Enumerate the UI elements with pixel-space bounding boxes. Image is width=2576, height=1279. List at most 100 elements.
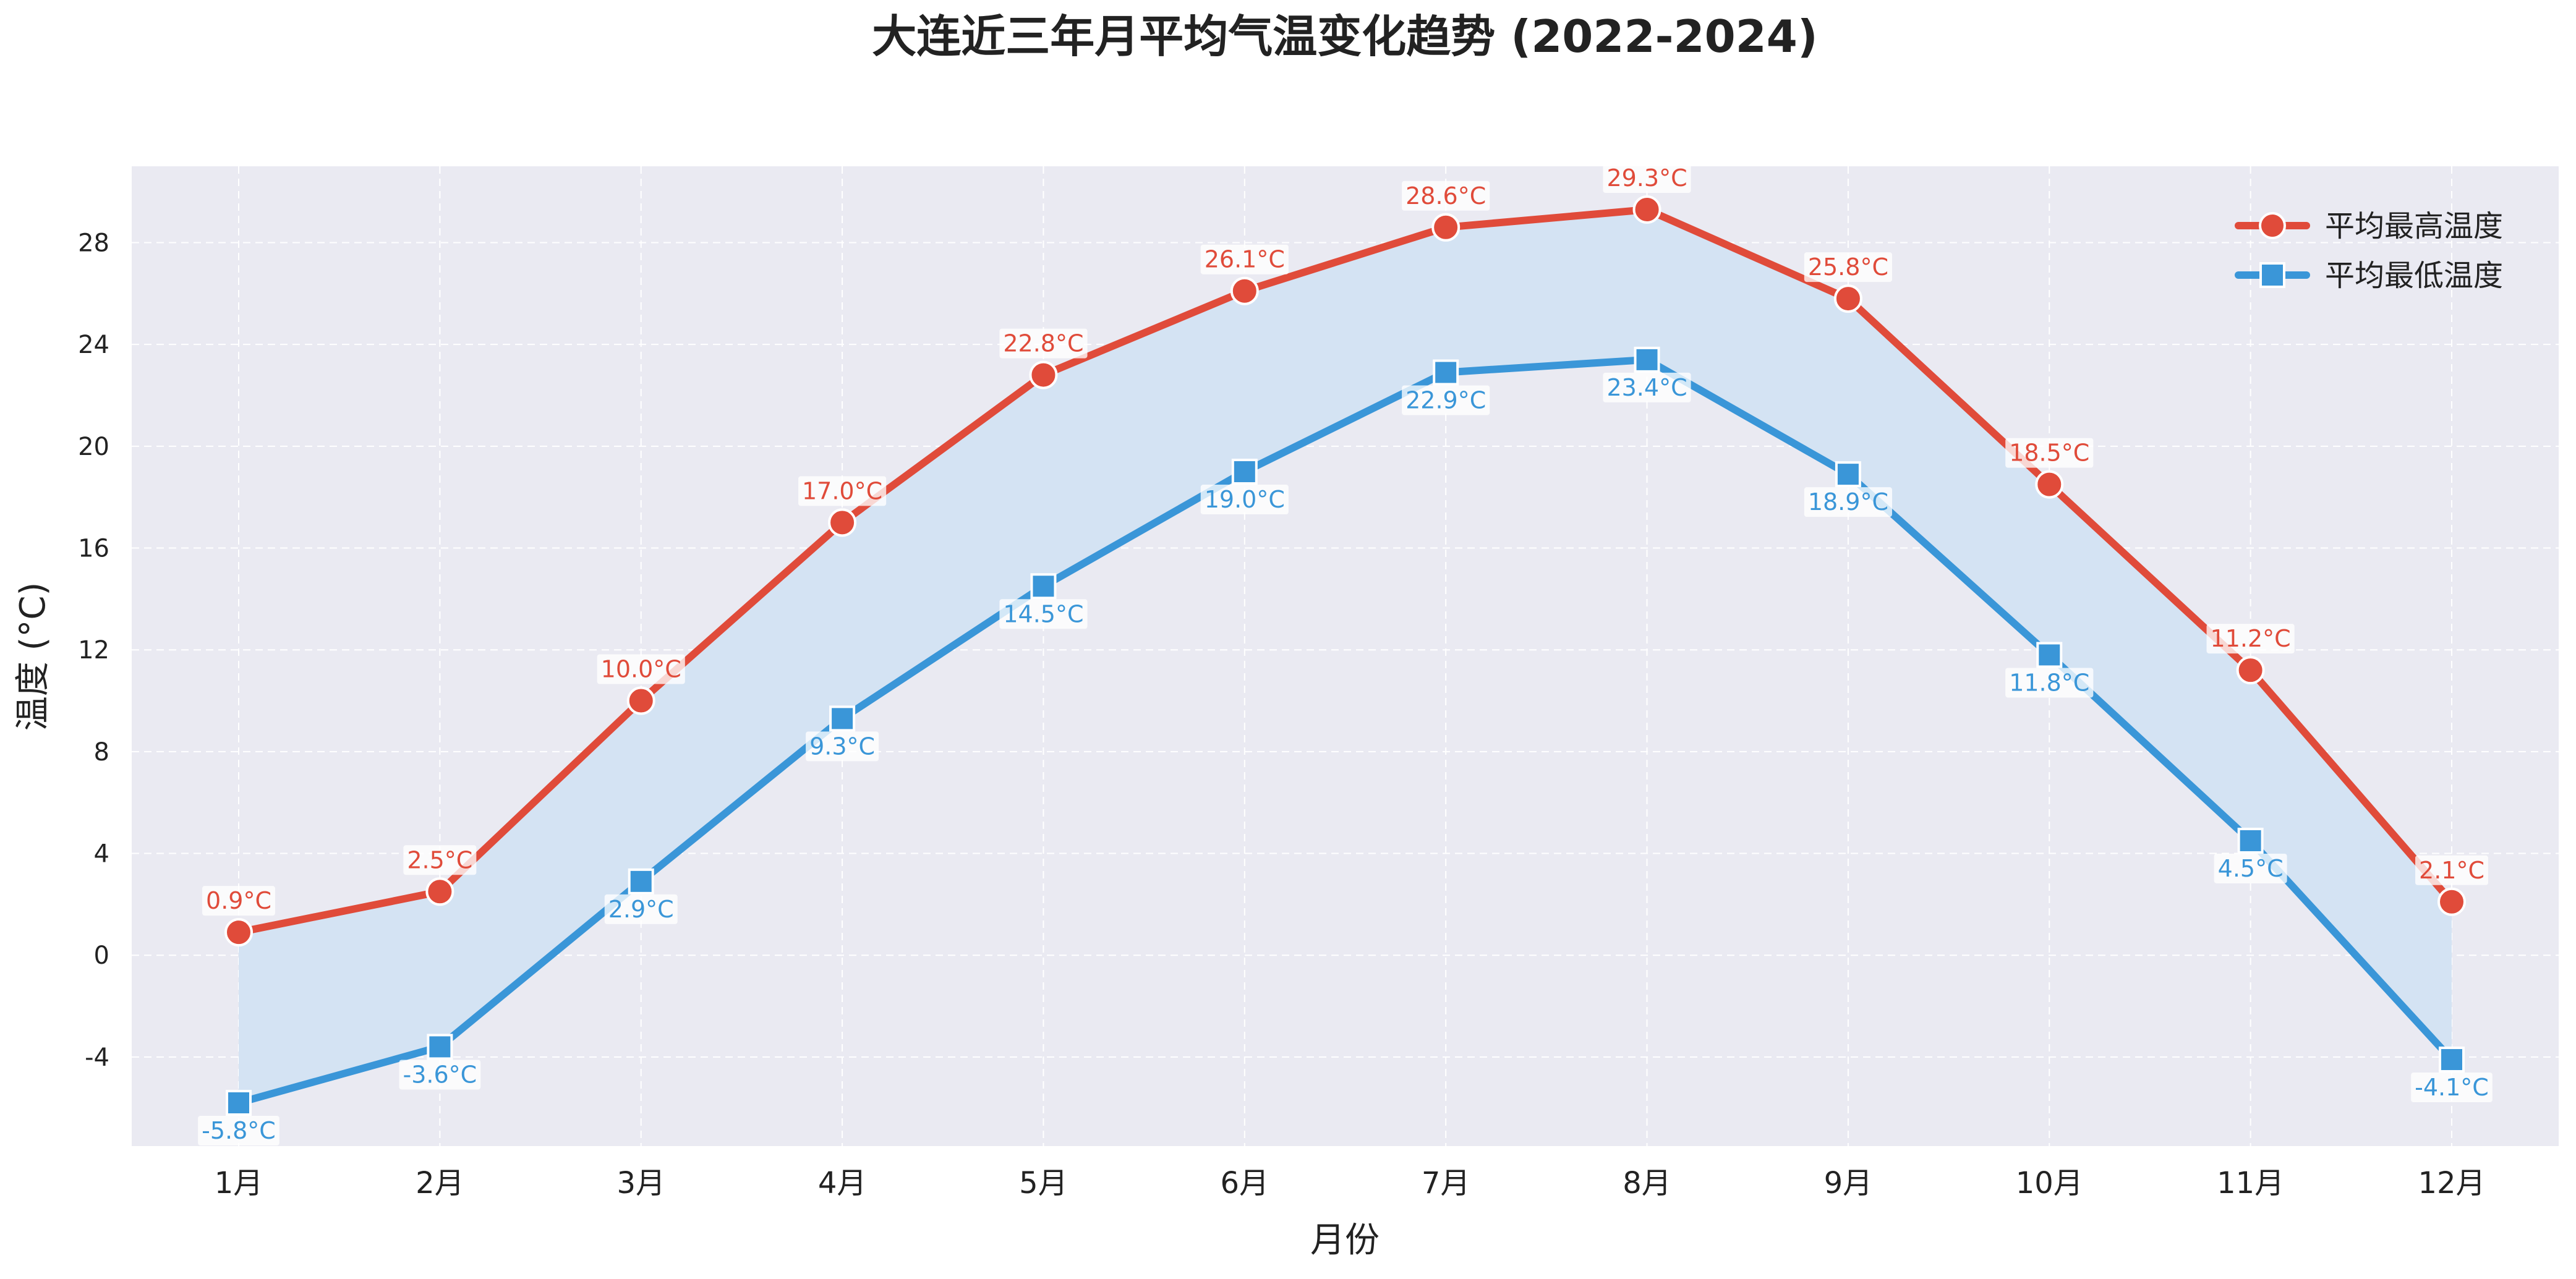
marker-max-point [828,508,857,537]
legend-marker [2259,262,2285,288]
marker-max-point [224,918,253,947]
x-tick-label: 3月 [616,1166,665,1200]
data-label-min: 4.5°C [2218,855,2284,882]
data-label-max: 2.5°C [407,846,472,873]
marker-min-point [226,1090,252,1116]
data-label-background [202,886,275,916]
temperature-range-fill [239,209,2452,1103]
marker-min-point [1835,461,1861,488]
data-label-background [798,476,887,506]
data-label-max: 0.9°C [206,887,271,914]
marker-max-point [1431,213,1461,242]
data-label-background [1200,244,1289,274]
marker-max-point [1230,276,1259,305]
data-label-max: 26.1°C [1205,246,1285,273]
y-tick-label: 16 [78,535,109,563]
x-tick-label: 11月 [2217,1166,2284,1200]
x-tick-label: 8月 [1623,1166,1671,1200]
legend-label: 平均最低温度 [2325,258,2503,293]
marker-min-point [1634,346,1660,373]
marker-min-point [628,868,654,894]
data-label-background [999,599,1088,629]
data-label-max: 2.1°C [2419,857,2484,884]
data-label-background [1603,372,1691,402]
x-axis-label: 月份 [1310,1220,1380,1260]
marker-max-point [2437,887,2466,916]
data-label-min: 23.4°C [1606,374,1687,401]
data-label-background [399,1060,481,1090]
data-label-max: 22.8°C [1003,330,1083,357]
data-label-background [1402,385,1490,415]
series-markers [224,195,2466,1116]
data-label-background [2206,624,2295,654]
data-label-max: 11.2°C [2211,625,2291,652]
y-axis-label: 温度 (°C) [13,582,53,731]
data-label-background [198,1116,279,1146]
data-label-min: 22.9°C [1405,386,1486,414]
data-label-min: 19.0°C [1205,486,1285,513]
marker-min-point [1433,359,1459,386]
marker-min-point [2036,642,2063,668]
marker-max-point [2236,656,2265,685]
y-tick-label: 8 [94,738,109,767]
marker-max-point [1833,284,1862,313]
data-label-background [1200,485,1289,515]
data-label-background [1402,181,1490,211]
data-label-background [597,654,685,684]
x-tick-label: 4月 [818,1166,867,1200]
data-label-background [403,845,477,875]
x-tick-label: 2月 [416,1166,464,1200]
data-label-background [806,731,879,762]
x-tick-labels: 1月 2月 3月 4月 5月 6月 7月 8月 9月 10月 11月 12月 [215,1166,2486,1200]
x-tick-label: 6月 [1221,1166,1269,1200]
y-tick-label: 24 [78,331,109,359]
data-label-background [1804,252,1892,283]
data-label-min: 18.9°C [1808,488,1888,516]
marker-min-point [829,705,856,732]
x-tick-label: 12月 [2418,1166,2485,1200]
data-label-min: 14.5°C [1003,600,1083,627]
marker-max-point [626,686,655,715]
marker-min-point [2237,827,2264,854]
data-label-background [1603,163,1691,193]
data-label-background [999,328,1088,359]
marker-max-point [2035,470,2064,499]
legend-marker [2259,212,2286,239]
y-tick-labels: -4 0 4 8 12 16 20 24 28 [78,229,109,1072]
x-tick-label: 10月 [2016,1166,2083,1200]
x-tick-label: 9月 [1824,1166,1873,1200]
data-label-background [1804,487,1892,517]
data-label-min: -4.1°C [2415,1074,2489,1101]
data-label-max: 25.8°C [1808,253,1888,281]
data-label-min: 9.3°C [809,733,875,760]
data-label-min: 2.9°C [608,896,674,923]
data-label-background [2415,855,2488,885]
legend-label: 平均最高温度 [2325,209,2503,244]
y-tick-label: 12 [78,636,109,665]
series-line-max [235,205,2455,937]
data-label-min: -3.6°C [403,1061,477,1088]
data-label-background [2005,668,2094,698]
data-label-max: 10.0°C [601,656,681,683]
data-label-background [604,894,678,924]
x-tick-label: 1月 [215,1166,263,1200]
data-label-background [2214,853,2287,883]
data-label-max: 29.3°C [1606,164,1687,192]
marker-max-point [1632,195,1661,224]
marker-max-point [1029,360,1058,389]
y-tick-label: 28 [78,229,109,258]
y-tick-label: 4 [94,840,109,869]
data-label-max: 28.6°C [1405,182,1486,210]
y-tick-label: -4 [85,1043,109,1072]
y-tick-label: 0 [94,941,109,970]
data-labels: 0.9°C 2.5°C 10.0°C 17.0°C 22.8°C 26.1°C 28.6°C… [198,163,2493,1146]
x-tick-label: 7月 [1422,1166,1470,1200]
chart-title: 大连近三年月平均气温变化趋势 (2022-2024) [872,11,1818,62]
marker-min-point [427,1034,453,1060]
marker-min-point [1030,573,1057,600]
data-label-background [2411,1073,2493,1103]
data-label-background [2005,438,2094,468]
data-label-max: 17.0°C [802,477,882,504]
